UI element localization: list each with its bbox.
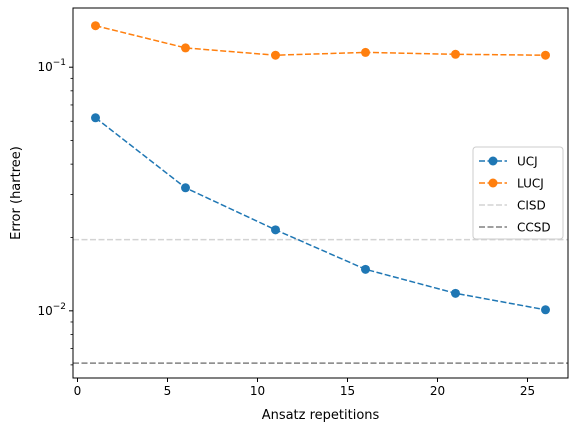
data-point-ucj — [271, 225, 280, 235]
legend-label-ucj: UCJ — [517, 155, 538, 169]
legend-label-cisd: CISD — [517, 199, 546, 213]
data-point-lucj — [181, 43, 190, 53]
reference-lines — [73, 238, 568, 364]
data-point-lucj — [451, 49, 460, 59]
data-point-lucj — [361, 47, 370, 57]
data-point-ucj — [91, 113, 100, 123]
data-point-ucj — [181, 183, 190, 193]
legend: UCJ LUCJ CISD CCSD — [472, 146, 564, 240]
x-axis-label: Ansatz repetitions — [262, 408, 380, 423]
data-point-ucj — [451, 288, 460, 298]
legend-label-lucj: LUCJ — [517, 177, 544, 191]
series-line-ucj — [95, 117, 546, 311]
y-tick-label: 10−1 — [37, 58, 66, 74]
data-point-lucj — [91, 21, 100, 31]
data-point-ucj — [361, 264, 370, 274]
data-point-lucj — [271, 50, 280, 60]
legend-marker-lucj — [488, 178, 498, 188]
legend-box — [472, 146, 564, 240]
x-tick-label: 20 — [430, 384, 445, 398]
series-line-lucj — [95, 24, 546, 56]
x-axis: 0 5 10 15 20 25 — [74, 378, 535, 398]
data-point-lucj — [541, 50, 550, 60]
y-tick-label: 10−2 — [37, 302, 66, 318]
x-tick-label: 10 — [250, 384, 265, 398]
x-tick-label: 5 — [164, 384, 172, 398]
data-point-ucj — [541, 305, 550, 315]
x-tick-label: 25 — [520, 384, 535, 398]
legend-marker-ucj — [488, 156, 498, 166]
y-axis: 10−2 10−1 — [37, 58, 73, 366]
axes-frame — [72, 7, 569, 379]
series-group — [91, 21, 550, 315]
x-tick-label: 15 — [340, 384, 355, 398]
y-axis-label: Error (hartree) — [9, 146, 24, 240]
x-tick-label: 0 — [74, 384, 82, 398]
legend-label-ccsd: CCSD — [517, 221, 551, 235]
